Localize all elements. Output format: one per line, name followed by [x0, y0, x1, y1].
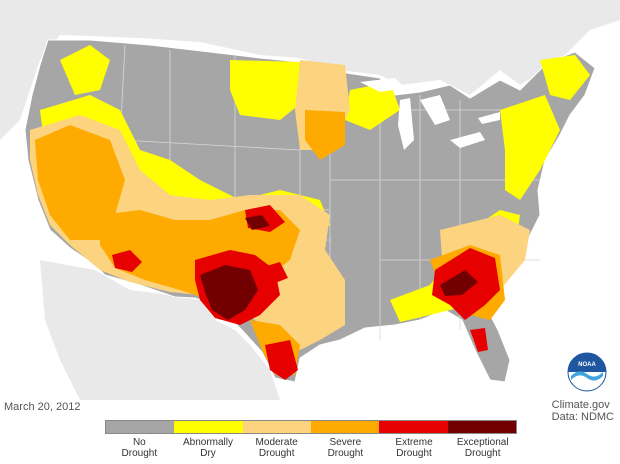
gulf — [300, 345, 430, 400]
legend-label-abnormally-dry: Abnormally Dry — [182, 437, 234, 459]
legend-bar — [105, 420, 517, 434]
legend-swatch-severe-drought — [310, 421, 380, 433]
map-date: March 20, 2012 — [4, 401, 81, 413]
mexico-land — [40, 260, 280, 400]
legend-swatch-exceptional-drought — [447, 421, 516, 433]
legend-labels: No Drought Abnormally Dry Moderate Drought … — [105, 437, 517, 459]
legend-label-no-drought: No Drought — [121, 437, 158, 459]
legend-swatch-moderate-drought — [242, 421, 311, 433]
drought-map — [0, 0, 620, 400]
legend-swatch-no-drought — [106, 421, 175, 433]
legend-label-moderate-drought: Moderate Drought — [255, 437, 298, 459]
legend-swatch-extreme-drought — [379, 421, 448, 433]
great-lakes — [360, 78, 500, 150]
legend-swatch-abnormally-dry — [174, 421, 243, 433]
canada-land — [0, 0, 620, 140]
exceptional-drought-areas — [200, 215, 478, 320]
credit-data: Data: NDMC — [551, 411, 614, 423]
svg-text:NOAA: NOAA — [578, 362, 596, 368]
noaa-logo: NOAA — [567, 352, 607, 392]
legend-label-severe-drought: Severe Drought — [327, 437, 364, 459]
legend-label-exceptional-drought: Exceptional Drought — [456, 437, 509, 459]
legend-label-extreme-drought: Extreme Drought — [395, 437, 433, 459]
credit-source: Climate.gov — [551, 399, 610, 411]
map-credit: Climate.gov Data: NDMC — [552, 399, 614, 423]
